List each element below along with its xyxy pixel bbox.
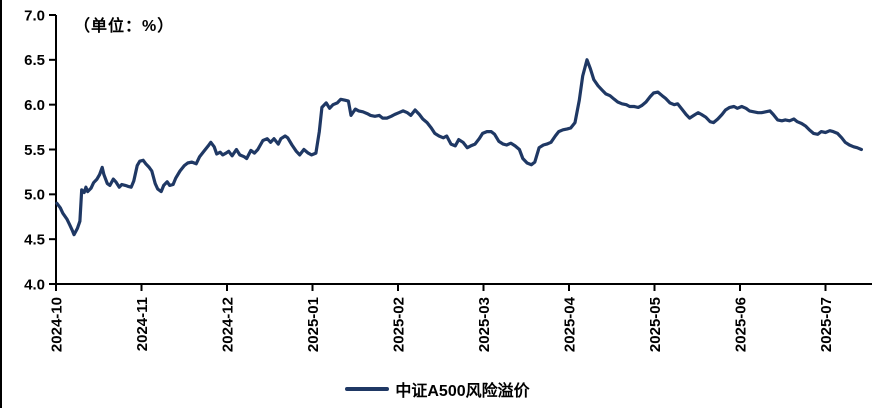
x-tick-label: 2025-01 — [305, 297, 322, 352]
y-tick-label: 4.5 — [24, 231, 45, 248]
y-tick-label: 4.0 — [24, 276, 45, 293]
unit-label: （单位：%） — [74, 18, 175, 35]
legend: 中证A500风险溢价 — [0, 377, 875, 401]
y-tick-label: 5.0 — [24, 187, 45, 204]
y-tick-label: 5.5 — [24, 142, 45, 159]
x-tick-label: 2025-07 — [818, 297, 835, 352]
x-tick-label: 2025-04 — [561, 296, 578, 352]
left-edge-border — [0, 0, 2, 408]
legend-series-label: 中证A500风险溢价 — [395, 383, 530, 400]
x-tick-label: 2024-11 — [134, 297, 151, 351]
x-tick-label: 2025-05 — [647, 297, 664, 352]
legend-line-swatch — [345, 387, 390, 391]
series-line-csi-a500-risk-premium — [55, 58, 864, 237]
y-tick-label: 6.5 — [24, 52, 45, 69]
y-tick-label: 6.0 — [24, 97, 45, 114]
x-tick-label: 2025-02 — [390, 297, 407, 352]
x-tick-label: 2025-06 — [732, 297, 749, 352]
y-tick-label: 7.0 — [24, 7, 45, 24]
x-tick-label: 2024-12 — [219, 297, 236, 352]
x-tick-label: 2025-03 — [476, 297, 493, 352]
x-tick-label: 2024-10 — [48, 297, 65, 352]
